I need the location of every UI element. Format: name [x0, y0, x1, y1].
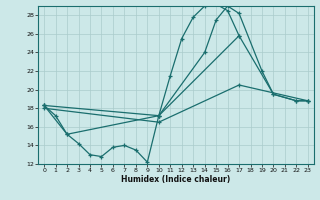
X-axis label: Humidex (Indice chaleur): Humidex (Indice chaleur): [121, 175, 231, 184]
